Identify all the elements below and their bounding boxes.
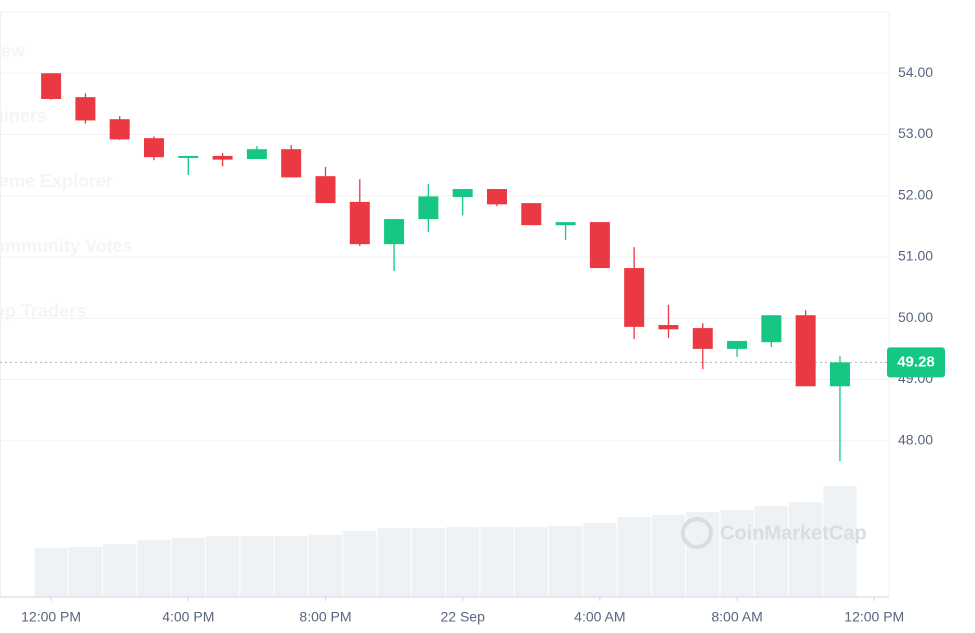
y-tick-label: 54.00	[898, 64, 933, 80]
y-tick-label: 50.00	[898, 309, 933, 325]
current-price-tag	[887, 347, 945, 378]
volume-bar	[34, 548, 68, 597]
ghost-menu-text: leme Explorer	[0, 171, 113, 191]
volume-bar	[686, 512, 720, 597]
candle-body	[761, 315, 782, 343]
volume-bar	[720, 510, 754, 597]
x-tick-label: 8:00 PM	[299, 609, 351, 625]
candle-body	[349, 201, 370, 245]
current-price-label: 49.28	[897, 353, 935, 370]
volume-bar	[377, 528, 411, 597]
candle-body	[555, 222, 576, 226]
candle-body	[692, 328, 713, 349]
candle-body	[281, 149, 302, 178]
x-tick-label: 4:00 PM	[162, 609, 214, 625]
candle-body	[41, 73, 62, 99]
candle-body	[212, 155, 233, 160]
volume-bar	[548, 526, 583, 597]
x-tick-label: 4:00 AM	[574, 609, 625, 625]
volume-bar	[446, 527, 480, 597]
ghost-menu-text: op Traders	[0, 301, 86, 321]
ghost-menu-text: ommunity Votes	[0, 236, 133, 256]
candle-body	[178, 155, 199, 158]
y-tick-label: 48.00	[898, 431, 933, 447]
candle-body	[658, 325, 679, 330]
candle-body	[727, 340, 748, 349]
watermark-logo	[681, 517, 713, 549]
x-tick-label: 8:00 AM	[711, 609, 762, 625]
volume-bar	[754, 506, 789, 597]
candle-body	[452, 189, 473, 197]
volume-bar	[205, 536, 240, 597]
candle-body	[486, 189, 507, 205]
candle-body	[143, 138, 164, 158]
volume-bar	[651, 515, 686, 597]
y-tick-label: 52.00	[898, 186, 933, 202]
volume-bar	[480, 527, 514, 597]
candle-body	[589, 222, 610, 269]
volume-bar	[137, 540, 171, 597]
y-tick-label: 51.00	[898, 248, 933, 264]
volume-bar	[823, 486, 857, 597]
ghost-menu-text: ainers	[0, 106, 47, 126]
volume-bar	[343, 531, 377, 597]
x-tick-label: 12:00 PM	[21, 609, 81, 625]
volume-bar	[240, 536, 274, 597]
watermark: CoinMarketCap	[720, 522, 867, 544]
candle-body	[75, 97, 96, 121]
y-tick-label: 53.00	[898, 125, 933, 141]
volume-bar	[103, 544, 137, 597]
candle-body	[109, 119, 130, 140]
volume-bar	[274, 536, 308, 597]
volume-bar	[514, 527, 548, 597]
volume-bar	[171, 538, 205, 597]
candle-body	[246, 149, 267, 160]
candle-body	[384, 219, 405, 245]
x-tick-label: 22 Sep	[440, 609, 485, 625]
volume-bar	[68, 547, 103, 597]
candle-body	[829, 362, 850, 387]
volume-bar	[617, 517, 651, 597]
candle-body	[418, 196, 439, 220]
volume-bar	[583, 523, 617, 597]
volume-bar	[411, 528, 446, 597]
candle-body	[521, 203, 542, 226]
volume-bar	[308, 535, 343, 597]
candle-body	[624, 268, 645, 327]
volume-bar	[789, 502, 823, 597]
candle-body	[795, 315, 816, 387]
candle-body	[315, 176, 336, 204]
ghost-menu-text: iew	[0, 41, 26, 61]
x-tick-label: 12:00 PM	[844, 609, 904, 625]
